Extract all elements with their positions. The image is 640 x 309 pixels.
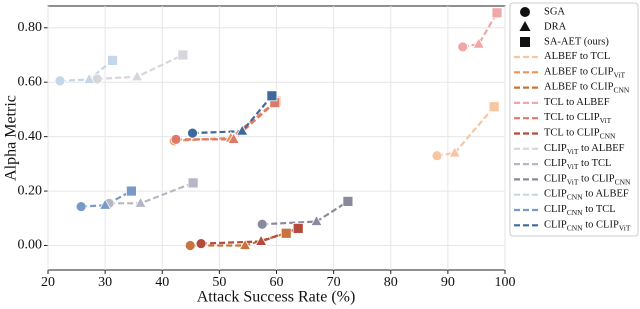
data-point	[280, 227, 292, 239]
series-line	[262, 200, 349, 226]
x-tick-label: 20	[41, 275, 55, 290]
legend-label: CLIPViT to ALBEF	[544, 143, 625, 155]
legend-label: CLIPCNN to ALBEF	[544, 189, 629, 201]
data-point	[342, 196, 354, 207]
data-point	[491, 7, 503, 19]
y-tick-label: 0.80	[18, 20, 43, 35]
data-point	[431, 150, 443, 162]
x-tick-label: 50	[212, 275, 226, 290]
data-point	[266, 90, 278, 102]
x-tick-label: 40	[155, 275, 169, 290]
data-point	[448, 146, 461, 158]
data-point	[457, 41, 469, 53]
data-point	[187, 177, 199, 189]
x-axis-title: Attack Success Rate (%)	[197, 289, 356, 306]
data-point	[195, 238, 207, 250]
legend-marker	[520, 37, 530, 47]
legend-label: TCL to ALBEF	[544, 97, 610, 108]
legend-label: SGA	[544, 6, 565, 17]
legend-label: TCL to CLIPViT	[544, 113, 612, 125]
legend-label: CLIPCNN to TCL	[544, 204, 616, 216]
data-point	[98, 198, 112, 210]
legend-label: SA-AET (ours)	[544, 36, 609, 47]
data-point	[236, 124, 249, 136]
data-point	[292, 222, 304, 234]
data-point	[134, 196, 147, 208]
data-point	[254, 234, 268, 246]
data-point	[227, 132, 240, 144]
data-point	[54, 75, 66, 87]
legend-label: CLIPCNN to CLIPViT	[544, 220, 631, 232]
legend-label: DRA	[544, 21, 567, 32]
data-point	[170, 133, 182, 145]
legend-label: ALBEF to CLIPCNN	[544, 82, 630, 94]
legend-box	[509, 2, 639, 237]
series-line	[436, 105, 495, 157]
legend-marker	[519, 21, 531, 31]
x-tick-label: 30	[98, 275, 112, 290]
data-point	[130, 69, 144, 82]
y-axis-title: Alpha Metric	[3, 95, 20, 181]
x-tick-label: 70	[327, 275, 341, 290]
y-tick-label: 0.00	[18, 238, 43, 253]
data-point	[472, 37, 485, 49]
x-tick-label: 100	[495, 275, 516, 290]
legend-label: ALBEF to TCL	[544, 51, 610, 62]
data-point	[82, 72, 96, 84]
data-point	[107, 55, 118, 66]
y-tick-label: 0.40	[18, 129, 43, 144]
x-tick-label: 80	[384, 275, 398, 290]
data-point	[126, 185, 137, 197]
data-point	[187, 127, 198, 139]
series-line	[462, 12, 498, 48]
x-tick-label: 90	[441, 275, 455, 290]
data-point	[488, 101, 500, 113]
legend-label: TCL to CLIPCNN	[544, 128, 616, 140]
x-tick-label: 60	[270, 275, 284, 290]
data-point	[75, 201, 87, 212]
data-point	[238, 238, 252, 250]
data-point	[256, 218, 268, 230]
y-tick-label: 0.60	[18, 74, 43, 89]
data-point	[184, 240, 196, 251]
data-point	[177, 49, 189, 61]
legend-label: CLIPViT to TCL	[544, 159, 611, 171]
y-tick-label: 0.20	[18, 183, 43, 198]
series-line	[109, 181, 194, 205]
legend-marker	[520, 7, 530, 17]
legend-label: CLIPViT to CLIPCNN	[544, 174, 631, 186]
legend-label: ALBEF to CLIPViT	[544, 67, 625, 79]
data-point	[310, 214, 323, 226]
